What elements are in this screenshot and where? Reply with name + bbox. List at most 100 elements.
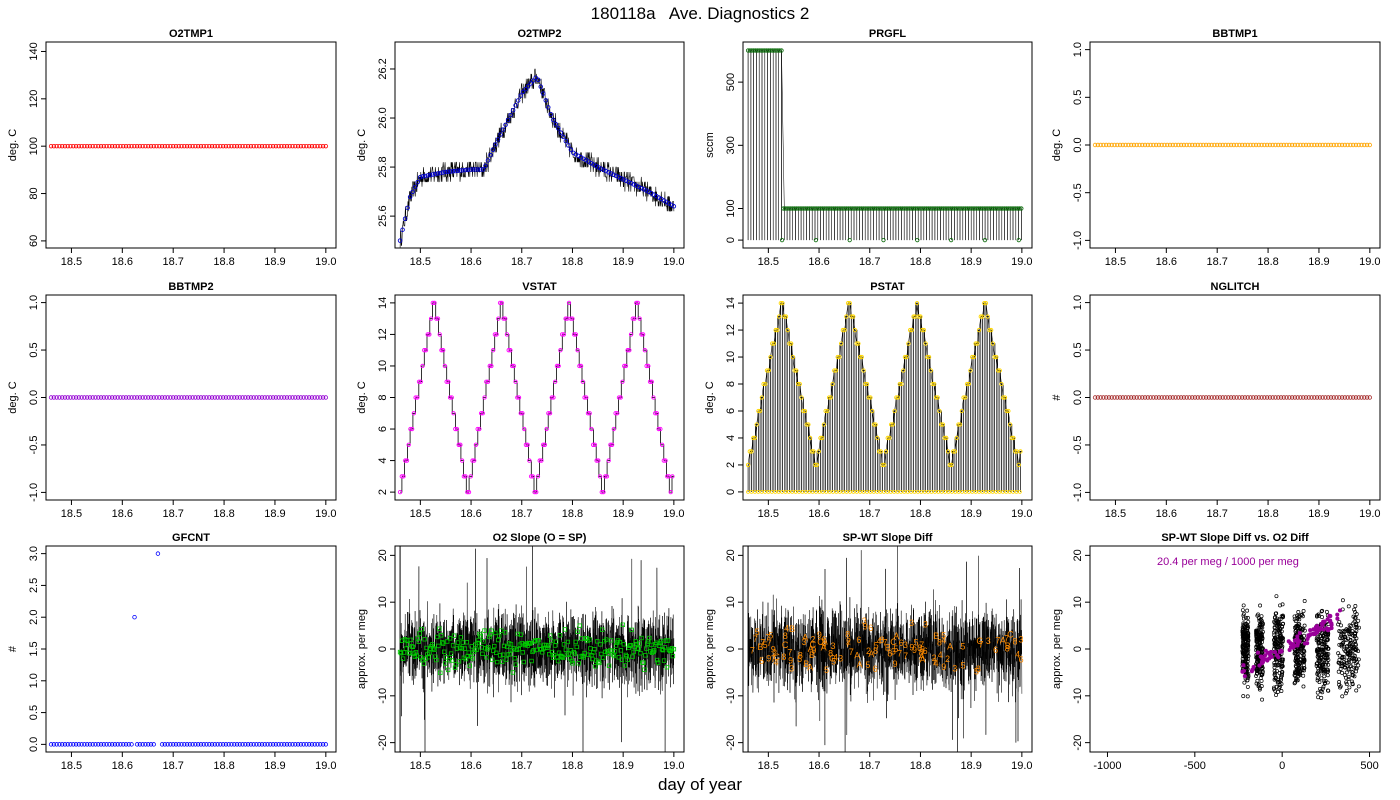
data-point xyxy=(625,348,630,353)
data-point xyxy=(513,103,518,108)
data-point-symbol: 7 xyxy=(787,648,792,658)
data-point xyxy=(273,395,279,400)
data-point xyxy=(470,656,475,661)
data-point xyxy=(549,395,554,400)
data-point xyxy=(1301,609,1306,613)
data-point xyxy=(1234,395,1239,400)
data-point xyxy=(963,395,968,400)
data-point xyxy=(1273,643,1278,648)
data-point-low xyxy=(817,490,822,494)
y-tick-label: 1.0 xyxy=(28,295,40,310)
data-point xyxy=(254,143,259,149)
data-point xyxy=(1226,142,1231,148)
data-point xyxy=(1351,673,1355,678)
data-point xyxy=(507,652,513,657)
data-point xyxy=(76,143,82,149)
data-point-symbol: 6 xyxy=(899,638,904,648)
data-point xyxy=(656,426,661,432)
data-point-symbol: A xyxy=(893,631,899,641)
data-point xyxy=(240,742,245,747)
data-point xyxy=(1256,612,1261,617)
data-point xyxy=(409,426,415,432)
fit-point xyxy=(1308,628,1313,633)
data-point xyxy=(1319,655,1324,660)
data-point-low xyxy=(779,238,785,243)
data-point xyxy=(148,143,154,149)
data-point xyxy=(1347,641,1352,646)
data-point xyxy=(619,657,625,662)
data-point xyxy=(1101,142,1106,148)
fit-point xyxy=(1263,648,1268,653)
data-point xyxy=(1272,633,1277,638)
data-point xyxy=(1284,142,1289,148)
data-point xyxy=(1226,395,1231,400)
data-point xyxy=(494,650,499,656)
data-point-symbol: 4 xyxy=(784,624,789,634)
data-point xyxy=(747,449,752,454)
data-point xyxy=(442,649,447,654)
data-point xyxy=(1258,603,1263,608)
data-point xyxy=(454,646,460,651)
data-point xyxy=(1319,688,1324,693)
data-point xyxy=(101,143,107,149)
data-point xyxy=(560,655,566,660)
data-point xyxy=(443,169,448,175)
data-point xyxy=(437,332,442,337)
y-tick-label: 80 xyxy=(28,187,40,199)
data-point xyxy=(265,395,270,400)
data-point xyxy=(1272,619,1277,624)
data-point xyxy=(204,143,209,149)
data-point xyxy=(1220,142,1225,148)
data-point xyxy=(449,658,455,663)
data-point xyxy=(245,742,251,747)
data-point xyxy=(1323,142,1328,148)
data-point xyxy=(632,316,637,321)
data-point xyxy=(749,449,754,454)
data-point xyxy=(1173,395,1178,400)
data-point-low xyxy=(885,490,890,494)
data-point xyxy=(1103,142,1109,148)
data-point xyxy=(485,379,491,384)
fit-point xyxy=(1260,656,1265,661)
data-point xyxy=(1190,395,1195,400)
data-point xyxy=(98,395,104,400)
fit-point xyxy=(1335,612,1340,617)
data-point xyxy=(134,395,140,400)
data-point xyxy=(173,143,179,149)
data-point xyxy=(627,643,632,648)
data-point xyxy=(621,177,626,182)
data-point-symbol: 2 xyxy=(866,646,871,656)
data-point xyxy=(1241,616,1246,621)
x-tick-label: 18.6 xyxy=(460,760,481,772)
data-point xyxy=(1315,678,1320,683)
fit-point xyxy=(1321,627,1326,632)
data-point xyxy=(412,184,418,190)
data-point xyxy=(515,98,521,103)
data-point xyxy=(1259,678,1264,683)
data-point xyxy=(1302,599,1307,603)
data-point xyxy=(601,167,606,173)
data-point xyxy=(1356,663,1361,668)
data-point xyxy=(1201,142,1206,148)
data-point xyxy=(59,143,65,149)
data-point xyxy=(790,354,796,360)
data-point-low xyxy=(780,490,784,494)
data-point xyxy=(665,474,670,479)
x-tick-label: 18.9 xyxy=(264,508,285,520)
data-point xyxy=(438,670,443,676)
data-point xyxy=(1159,142,1164,148)
data-point xyxy=(229,143,234,149)
data-point xyxy=(104,742,109,747)
data-point xyxy=(951,449,956,454)
data-point xyxy=(430,642,435,647)
data-point xyxy=(237,395,242,400)
data-point xyxy=(852,327,858,333)
data-point xyxy=(1241,632,1246,636)
data-point xyxy=(1190,142,1195,148)
panel-title: PSTAT xyxy=(870,281,905,293)
data-point xyxy=(818,435,823,441)
data-point-low xyxy=(844,490,849,494)
y-tick-label: 10 xyxy=(1072,596,1084,608)
data-point xyxy=(320,143,326,149)
data-point xyxy=(1340,654,1345,659)
